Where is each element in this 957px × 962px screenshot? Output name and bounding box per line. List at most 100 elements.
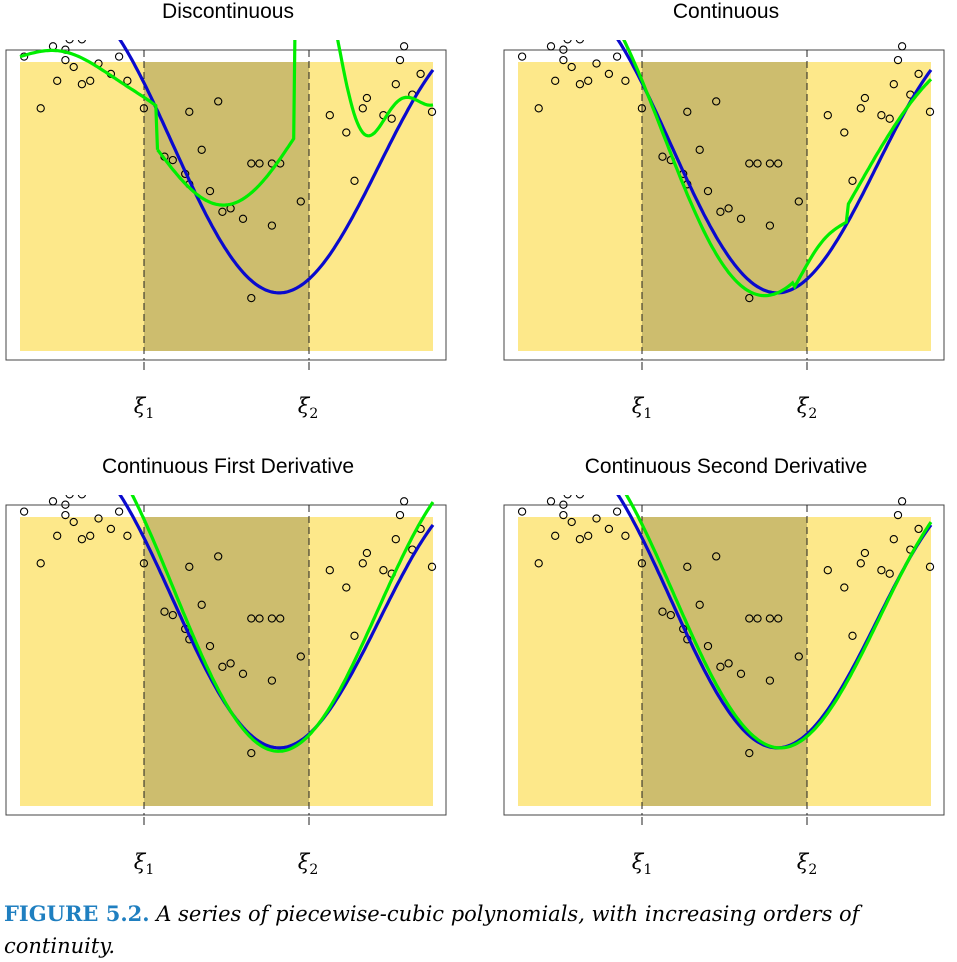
data-point-46 <box>399 42 409 51</box>
data-point-46 <box>897 497 907 506</box>
figure-caption: FIGURE 5.2. A series of piecewise-cubic … <box>4 898 954 962</box>
data-point-26 <box>214 97 223 106</box>
data-point-40 <box>358 104 367 113</box>
data-point-10 <box>77 495 86 499</box>
data-point-5 <box>551 531 560 540</box>
knot-label-4: ξ2 <box>796 394 818 423</box>
data-point-39 <box>848 176 857 185</box>
data-point-6 <box>559 510 568 520</box>
data-point-40 <box>856 104 865 113</box>
data-point-40 <box>856 559 865 568</box>
data-point-9 <box>69 62 78 72</box>
data-point-36 <box>296 652 305 661</box>
data-point-25 <box>205 641 215 651</box>
data-point-22 <box>683 107 692 116</box>
data-point-12 <box>86 76 95 85</box>
fit-line <box>624 495 933 750</box>
data-point-44 <box>889 535 898 544</box>
data-point-45 <box>395 55 405 65</box>
data-point-20 <box>666 610 675 620</box>
data-point-8 <box>563 495 572 499</box>
data-point-25 <box>703 641 713 651</box>
data-point-24 <box>197 145 206 154</box>
data-point-35 <box>774 614 783 623</box>
data-point-24 <box>197 600 206 609</box>
knot-label-6: ξ2 <box>297 850 319 879</box>
chart-panel-continuous-second-derivative <box>503 495 945 825</box>
data-point-45 <box>893 55 903 65</box>
data-point-4 <box>48 497 58 506</box>
data-point-11 <box>575 80 585 89</box>
data-point-5 <box>53 531 62 540</box>
data-point-41 <box>362 548 372 558</box>
data-point-20 <box>168 155 177 165</box>
data-point-34 <box>765 159 775 168</box>
data-point-16 <box>114 507 124 516</box>
data-point-51 <box>427 562 437 571</box>
data-point-46 <box>399 497 409 506</box>
data-point-43 <box>885 569 894 578</box>
data-point-24 <box>695 145 704 154</box>
plot-frame <box>5 49 447 361</box>
data-point-42 <box>379 566 388 575</box>
data-point-13 <box>592 59 601 68</box>
data-point-29 <box>238 669 248 678</box>
data-point-1 <box>534 559 543 568</box>
data-point-19 <box>160 607 169 616</box>
data-point-8 <box>65 495 74 499</box>
data-point-12 <box>584 76 593 85</box>
data-point-41 <box>860 548 870 558</box>
data-point-45 <box>893 510 903 520</box>
data-point-42 <box>877 111 886 120</box>
data-point-26 <box>214 552 223 561</box>
data-point-40 <box>358 559 367 568</box>
data-point-10 <box>575 40 584 44</box>
chart-panel-continuous <box>503 40 945 370</box>
data-point-30 <box>247 614 256 623</box>
knot-label-8: ξ2 <box>796 850 818 879</box>
fit-segment-3 <box>336 40 434 138</box>
data-point-32 <box>753 159 762 168</box>
data-point-22 <box>185 107 194 116</box>
data-point-43 <box>387 114 396 123</box>
data-point-9 <box>567 517 576 527</box>
data-point-7 <box>559 45 568 54</box>
data-point-41 <box>860 93 870 103</box>
data-point-39 <box>350 176 359 185</box>
data-point-5 <box>53 76 62 85</box>
data-point-37 <box>823 566 832 575</box>
data-point-29 <box>736 669 746 678</box>
fit-segment-2 <box>156 40 297 207</box>
data-point-37 <box>823 111 832 120</box>
data-point-28 <box>724 204 733 213</box>
data-point-9 <box>567 62 576 72</box>
data-point-32 <box>753 614 762 623</box>
data-point-12 <box>584 531 593 540</box>
panel-title-1: Discontinuous <box>162 0 294 23</box>
panel-title-3: Continuous First Derivative <box>101 455 355 478</box>
data-point-8 <box>65 40 74 44</box>
data-point-30 <box>247 159 256 168</box>
data-point-7 <box>61 500 70 509</box>
figure-label: FIGURE 5.2. <box>4 901 150 926</box>
data-point-10 <box>575 495 584 499</box>
fit-segment-1 <box>19 48 160 150</box>
data-point-36 <box>794 197 803 206</box>
data-point-44 <box>889 80 898 89</box>
data-point-48 <box>914 524 923 534</box>
data-point-44 <box>391 80 400 89</box>
data-point-8 <box>563 40 572 44</box>
data-point-16 <box>612 507 622 516</box>
data-point-4 <box>546 42 556 51</box>
data-point-15 <box>106 524 116 534</box>
middle-region <box>144 517 309 806</box>
knot-label-5: ξ1 <box>133 850 155 879</box>
data-point-13 <box>94 514 103 523</box>
figure-caption-text: A series of piecewise-cubic polynomials,… <box>4 902 860 958</box>
data-point-27 <box>716 207 725 216</box>
data-point-37 <box>325 111 334 120</box>
data-point-51 <box>427 107 437 116</box>
data-point-43 <box>885 114 894 123</box>
data-point-11 <box>575 535 585 544</box>
data-point-33 <box>267 221 277 230</box>
